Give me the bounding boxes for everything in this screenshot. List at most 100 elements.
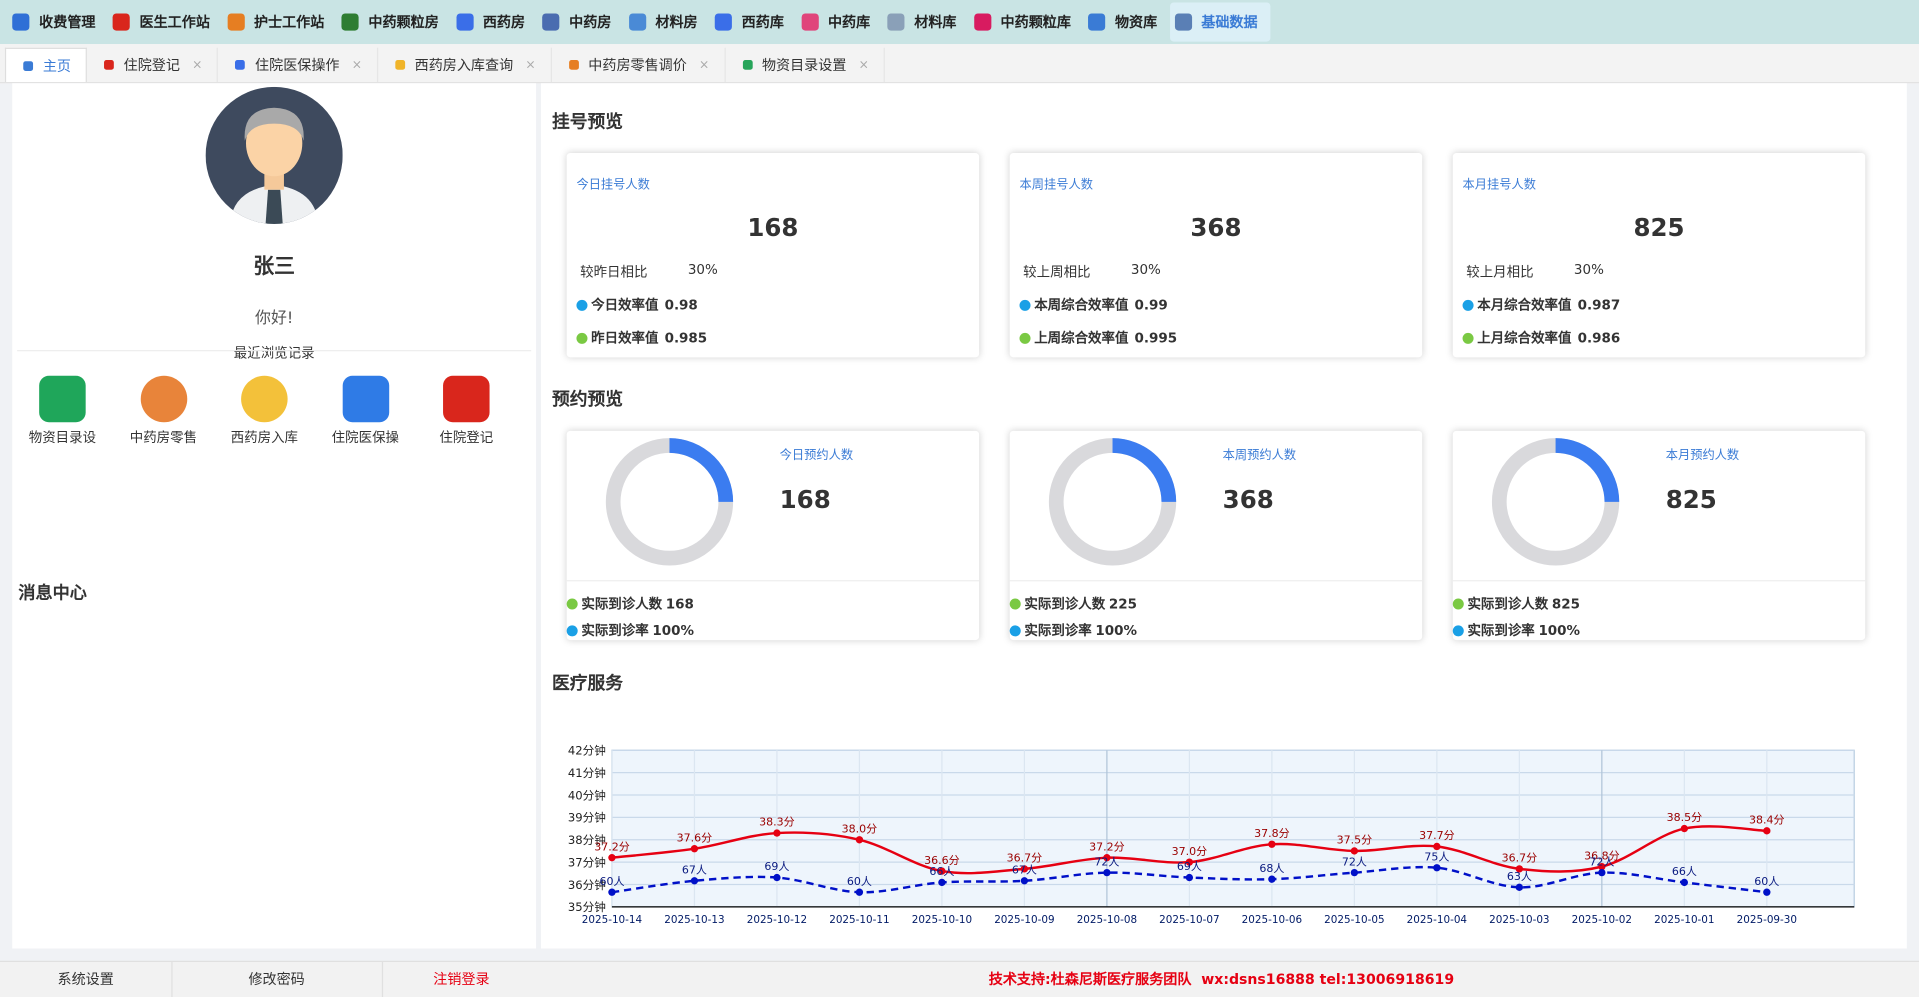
shortcut[interactable]: 西药房入库 <box>229 373 300 449</box>
footer-button[interactable]: 修改密码 <box>171 961 384 997</box>
menu-label: 基础数据 <box>1201 13 1258 31</box>
tab-icon <box>23 60 34 71</box>
donut <box>605 438 734 566</box>
shortcut[interactable]: 中药房零售 <box>128 373 199 449</box>
menu-item[interactable]: 中药房 <box>537 2 623 41</box>
card-title: 今日预约人数 <box>779 449 854 463</box>
menu-label: 材料库 <box>914 13 957 31</box>
shortcut[interactable]: 住院登记 <box>431 373 502 449</box>
tab[interactable]: 西药房入库查询 × <box>378 47 552 83</box>
tab[interactable]: 主页× <box>4 47 87 83</box>
dot <box>1019 299 1031 311</box>
compare-value: 30% <box>1130 261 1161 278</box>
data-label: 38.0分 <box>842 822 878 835</box>
y-tick-label: 36分钟 <box>568 878 606 892</box>
arrival-row: 实际到诊率 100% <box>1452 621 1580 641</box>
data-label: 37.2分 <box>594 840 629 853</box>
data-point <box>608 854 616 862</box>
data-point <box>855 836 864 844</box>
tab-close[interactable]: × <box>351 58 363 72</box>
menu-icon <box>12 13 30 31</box>
menu-icon <box>714 13 732 31</box>
data-point <box>938 878 946 887</box>
footer-button[interactable]: 系统设置 <box>0 961 173 997</box>
data-label: 63人 <box>1507 870 1532 883</box>
appointment-card: 今日预约人数 168 实际到诊人数 168 实际到诊率 100% <box>566 430 980 641</box>
data-point <box>1020 865 1029 873</box>
tab[interactable]: 中药房零售调价 × <box>552 47 726 83</box>
menu-item[interactable]: 材料房 <box>624 2 710 41</box>
tab-label: 中药房零售调价 <box>588 56 687 74</box>
efficiency-row: 上周综合效率值 0.995 <box>1019 328 1177 348</box>
tab[interactable]: 住院医保操作 × <box>218 47 378 83</box>
menu-item[interactable]: 中药颗粒房 <box>337 2 451 41</box>
menu-icon <box>455 13 474 31</box>
menu-item[interactable]: 西药库 <box>710 2 796 41</box>
menu-item[interactable]: 医生工作站 <box>108 2 222 41</box>
menu-item[interactable]: 护士工作站 <box>222 2 336 41</box>
card-value: 168 <box>779 484 831 515</box>
menu-item[interactable]: 收费管理 <box>7 2 107 41</box>
data-point <box>1350 868 1359 877</box>
arrival-value: 225 <box>1108 596 1137 612</box>
x-tick-label: 2025-10-12 <box>747 914 807 926</box>
tab-close[interactable]: × <box>858 58 869 72</box>
menu-label: 中药房 <box>569 13 612 31</box>
efficiency-label: 今日效率值 <box>591 297 659 314</box>
tab[interactable]: 物资目录设置 × <box>725 47 885 83</box>
menu-item[interactable]: 基础数据 <box>1169 2 1270 42</box>
x-tick-label: 2025-10-03 <box>1489 914 1549 926</box>
efficiency-value: 0.99 <box>1134 297 1168 314</box>
card-value: 368 <box>1222 484 1274 515</box>
data-label: 67人 <box>1012 863 1037 876</box>
efficiency-row: 本月综合效率值 0.987 <box>1462 295 1620 315</box>
data-label: 60人 <box>599 875 624 888</box>
menu-item[interactable]: 物资库 <box>1083 2 1169 41</box>
card-title: 本月预约人数 <box>1665 449 1740 463</box>
arrival-label: 实际到诊人数 <box>581 596 663 612</box>
tab-close[interactable]: × <box>699 58 710 72</box>
tab-close[interactable]: × <box>525 58 536 72</box>
footer-button[interactable]: 注销登录 <box>433 970 490 988</box>
data-label: 72人 <box>1342 855 1367 868</box>
efficiency-value: 0.986 <box>1577 330 1621 347</box>
data-label: 36.6分 <box>924 854 960 867</box>
data-point <box>1598 868 1606 877</box>
x-tick-label: 2025-10-06 <box>1242 914 1302 926</box>
shortcut[interactable]: 物资目录设 <box>27 373 98 449</box>
menu-item[interactable]: 中药库 <box>796 2 882 41</box>
tab-icon <box>395 59 405 70</box>
menu-item[interactable]: 材料库 <box>882 2 968 41</box>
y-tick-label: 42分钟 <box>568 744 606 758</box>
data-point <box>1433 864 1441 872</box>
efficiency-label: 上月综合效率值 <box>1477 330 1572 347</box>
data-point <box>938 867 946 875</box>
tab-close[interactable]: × <box>192 58 203 72</box>
donut <box>1048 438 1177 566</box>
tab-label: 物资目录设置 <box>761 56 847 74</box>
shortcut[interactable]: 住院医保操 <box>330 373 401 449</box>
menu-icon <box>1174 13 1192 31</box>
efficiency-row: 今日效率值 0.98 <box>576 295 698 315</box>
data-point <box>773 829 781 837</box>
menu-label: 材料房 <box>655 13 698 31</box>
menu-item[interactable]: 西药房 <box>451 2 537 41</box>
data-label: 36.7分 <box>1007 852 1043 865</box>
menu-icon <box>341 13 359 31</box>
recent-title: 最近浏览记录 <box>233 345 315 362</box>
menu-label: 物资库 <box>1114 13 1158 31</box>
card-value: 168 <box>747 212 799 243</box>
data-point <box>773 873 781 882</box>
tab[interactable]: 住院登记 × <box>87 47 219 83</box>
menu-label: 西药库 <box>741 13 784 31</box>
menu-icon <box>1088 13 1106 31</box>
menu-item[interactable]: 中药颗粒库 <box>969 2 1083 41</box>
data-point <box>690 877 699 885</box>
efficiency-label: 本周综合效率值 <box>1034 297 1129 314</box>
data-point <box>1763 827 1771 835</box>
shortcut-icon <box>342 375 389 423</box>
arrival-row: 实际到诊人数 168 <box>566 594 694 614</box>
x-tick-label: 2025-10-11 <box>829 914 889 926</box>
arrival-label: 实际到诊人数 <box>1467 596 1549 612</box>
